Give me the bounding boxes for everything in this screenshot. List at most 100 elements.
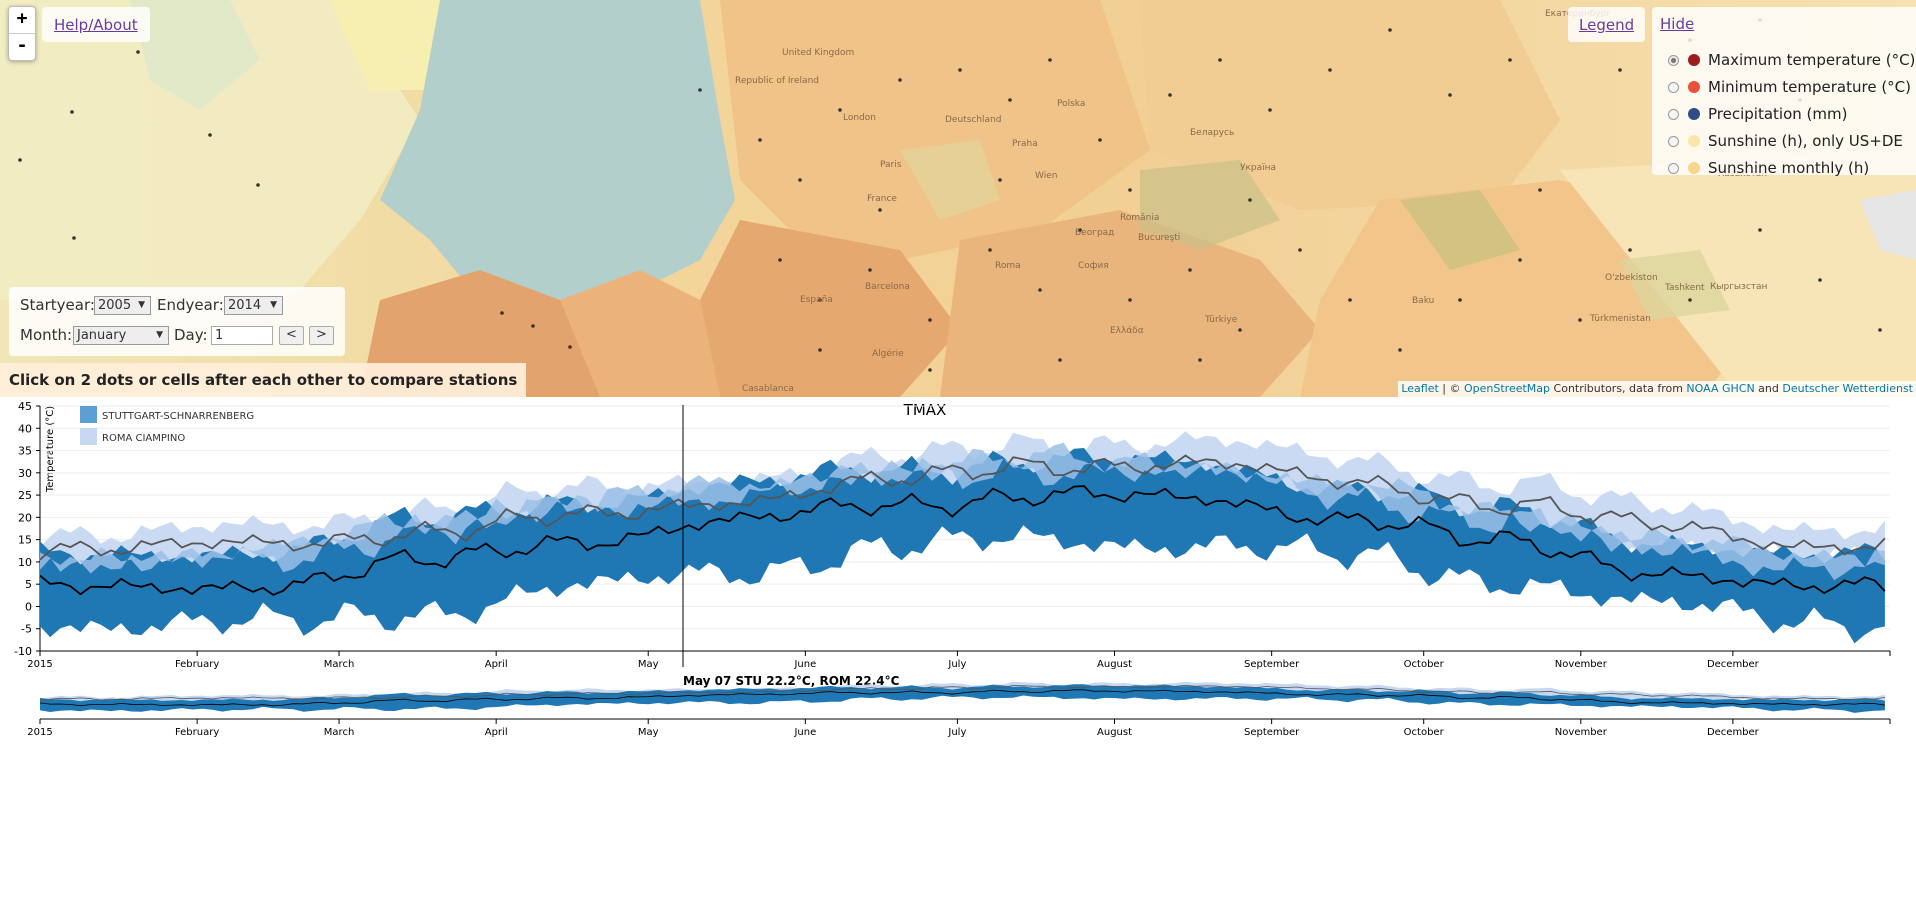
- temperature-chart[interactable]: TMAX Temperature (°C) 454035302520151050…: [0, 397, 1916, 897]
- x-tick-label: June: [793, 659, 816, 670]
- legend-swatch-roma: [80, 428, 97, 445]
- series-mean-roma: [39, 454, 1886, 561]
- map-label: Tashkent: [1664, 283, 1705, 293]
- legend-item-label: Precipitation (mm): [1708, 105, 1848, 123]
- series-areas: [39, 431, 1886, 644]
- x-tick-label: May: [638, 727, 659, 738]
- startyear-select[interactable]: 2005 ▼: [94, 296, 151, 315]
- overview-mean-roma: [39, 684, 1885, 701]
- map-view[interactable]: United Kingdom Republic of Ireland Londo…: [0, 0, 1916, 397]
- x-tick-label: August: [1097, 659, 1132, 670]
- dwd-link[interactable]: Deutscher Wetterdienst: [1782, 382, 1913, 395]
- map-label: Republic of Ireland: [735, 76, 819, 86]
- date-controls: Startyear: 2005 ▼ Endyear: 2014 ▼ Month: J…: [9, 287, 345, 356]
- legend-item-label: Minimum temperature (°C): [1708, 78, 1912, 96]
- chart-title: TMAX: [903, 401, 947, 419]
- y-tick-label: -10: [14, 645, 32, 658]
- x-tick-label: April: [485, 727, 508, 738]
- x-tick-label: December: [1707, 727, 1760, 738]
- attribution-text: Contributors, data from: [1550, 382, 1687, 395]
- x-tick-label: February: [175, 727, 219, 738]
- day-input[interactable]: 1: [211, 326, 273, 345]
- y-tick-label: 35: [18, 445, 32, 458]
- y-tick-label: 20: [18, 511, 32, 524]
- chart-legend: STUTTGART-SCHNARRENBERG ROMA CIAMPINO: [80, 406, 254, 445]
- color-swatch: [1688, 108, 1700, 120]
- map-label: Deutschland: [945, 115, 1001, 125]
- radio-button[interactable]: [1668, 162, 1679, 174]
- y-tick-label: -5: [21, 623, 32, 636]
- x-tick-label: June: [793, 727, 816, 738]
- leaflet-link[interactable]: Leaflet: [1401, 382, 1439, 395]
- noaa-link[interactable]: NOAA GHCN: [1686, 382, 1755, 395]
- prev-day-button[interactable]: <: [279, 326, 304, 345]
- dropdown-arrow-icon: ▼: [156, 330, 163, 340]
- startyear-label: Startyear:: [20, 296, 95, 314]
- legend-swatch-stuttgart: [80, 406, 97, 423]
- map-label: Algérie: [872, 348, 904, 359]
- hover-readout: May 07 STU 22.2°C, ROM 22.4°C: [683, 674, 900, 688]
- series-mean-stuttgart: [39, 485, 1886, 596]
- radio-button[interactable]: [1668, 135, 1679, 147]
- month-value: January: [77, 328, 127, 343]
- next-day-button[interactable]: >: [309, 326, 334, 345]
- radio-button[interactable]: [1668, 81, 1679, 93]
- legend-item-tmax[interactable]: Maximum temperature (°C): [1668, 49, 1915, 71]
- overview-band-stuttgart: [40, 684, 1885, 713]
- map-label: София: [1078, 261, 1109, 271]
- y-axis-label: Temperature (°C): [45, 406, 56, 493]
- map-label: Baku: [1412, 296, 1434, 306]
- legend-item-sunshine-monthly[interactable]: Sunshine monthly (h): [1668, 157, 1869, 179]
- map-label: Roma: [995, 261, 1021, 271]
- radio-button[interactable]: [1668, 108, 1679, 120]
- map-label: France: [867, 194, 897, 204]
- x-tick-label: November: [1555, 659, 1608, 670]
- legend-link[interactable]: Legend: [1579, 16, 1635, 34]
- map-label: Casablanca: [742, 384, 794, 394]
- osm-link[interactable]: OpenStreetMap: [1464, 382, 1551, 395]
- y-axis: 45 40 35 30 25 20 15 10 5 0 -5 -10: [14, 400, 41, 658]
- map-label: United Kingdom: [782, 48, 854, 58]
- legend-item-precipitation[interactable]: Precipitation (mm): [1668, 103, 1847, 125]
- attribution-separator: | ©: [1438, 382, 1464, 395]
- day-label: Day:: [174, 326, 208, 344]
- x-tick-label: September: [1244, 659, 1300, 670]
- month-label: Month:: [20, 326, 73, 344]
- map-attribution: Leaflet | © OpenStreetMap Contributors, …: [1398, 381, 1916, 397]
- map-label: Praha: [1012, 139, 1038, 149]
- x-tick-label: March: [324, 727, 354, 738]
- instruction-banner: Click on 2 dots or cells after each othe…: [0, 363, 527, 397]
- series-overlap-band: [40, 442, 1885, 581]
- y-tick-label: 25: [18, 489, 32, 502]
- zoom-out-button[interactable]: -: [16, 35, 28, 56]
- legend-item-label: Sunshine monthly (h): [1708, 159, 1870, 177]
- x-axis: 2015 February March April May June July August S…: [27, 650, 1891, 670]
- zoom-in-button[interactable]: +: [9, 7, 35, 34]
- x-tick-label: April: [485, 659, 508, 670]
- radio-button[interactable]: [1668, 54, 1679, 66]
- month-select[interactable]: January ▼: [73, 326, 169, 345]
- legend-item-sunshine[interactable]: Sunshine (h), only US+DE: [1668, 130, 1903, 152]
- attribution-and: and: [1754, 382, 1783, 395]
- map-label: Wien: [1035, 171, 1057, 181]
- station-dots[interactable]: [18, 18, 1882, 372]
- hide-legend-link[interactable]: Hide: [1660, 15, 1695, 33]
- color-swatch: [1688, 135, 1700, 147]
- endyear-select[interactable]: 2014 ▼: [224, 296, 283, 315]
- map-label: Türkiye: [1204, 315, 1238, 325]
- legend-item-label: Maximum temperature (°C): [1708, 51, 1916, 69]
- legend-item-tmin[interactable]: Minimum temperature (°C): [1668, 76, 1911, 98]
- x-tick-label: July: [947, 727, 966, 738]
- overview-brush[interactable]: [39, 681, 1885, 713]
- startyear-value: 2005: [98, 298, 132, 313]
- map-canvas[interactable]: United Kingdom Republic of Ireland Londo…: [0, 0, 1916, 397]
- x-tick-label: March: [324, 659, 354, 670]
- map-label: Polska: [1057, 99, 1085, 109]
- x-tick-label: May: [638, 659, 659, 670]
- map-label: Беларусь: [1190, 128, 1234, 138]
- map-label: Bucureşti: [1138, 233, 1180, 243]
- help-about-link[interactable]: Help/About: [54, 16, 138, 34]
- map-label: Paris: [880, 160, 902, 170]
- y-tick-label: 15: [18, 534, 32, 547]
- map-label: O'zbekiston: [1605, 273, 1658, 283]
